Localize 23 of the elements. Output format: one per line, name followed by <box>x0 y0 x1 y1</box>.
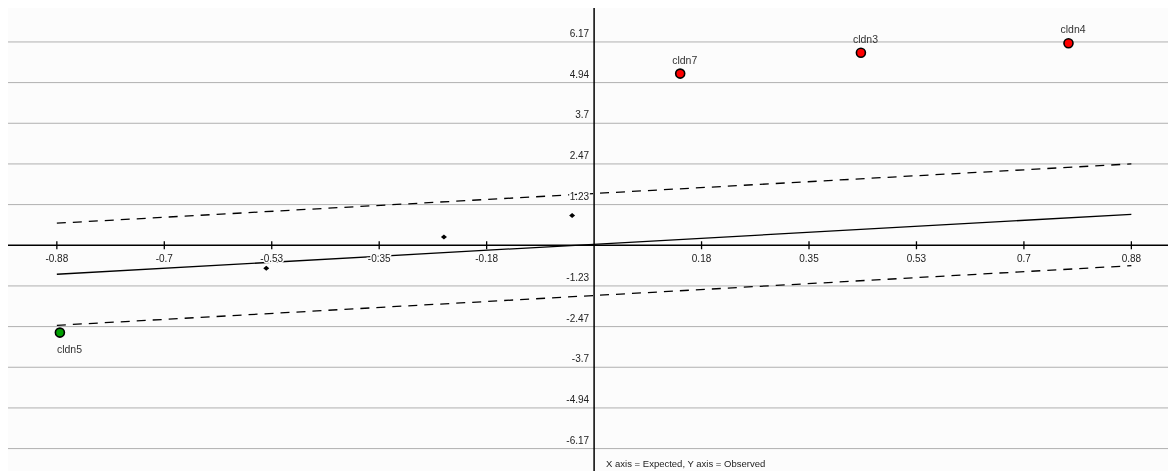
y-tick-label: 3.7 <box>575 109 590 121</box>
x-tick-label: 0.53 <box>906 253 927 265</box>
y-tick-label: -6.17 <box>566 434 590 446</box>
y-tick-label: -1.23 <box>566 271 590 283</box>
y-tick-label: 2.47 <box>569 149 590 161</box>
x-tick-label: 0.7 <box>1016 253 1032 265</box>
y-tick-label: -2.47 <box>566 312 590 324</box>
annotation: cldn5 <box>56 342 83 355</box>
annotation: cldn4 <box>1060 23 1086 36</box>
y-tick-label: 4.94 <box>569 68 590 80</box>
annotation: X axis = Expected, Y axis = Observed <box>606 458 766 469</box>
x-tick-label: 0.18 <box>691 253 712 265</box>
annotation: cldn7 <box>672 53 698 66</box>
y-tick-label: -3.7 <box>571 353 590 365</box>
x-tick-label: 0.88 <box>1121 253 1142 265</box>
y-tick-label: 6.17 <box>569 27 590 39</box>
x-tick-label: -0.7 <box>155 253 174 265</box>
x-tick-label: 0.35 <box>799 253 820 265</box>
y-tick-label: -4.94 <box>566 393 590 405</box>
x-tick-label: -0.53 <box>260 253 284 265</box>
x-tick-label: -0.18 <box>475 253 499 265</box>
annotation: cldn3 <box>852 32 879 45</box>
x-tick-label: -0.88 <box>45 253 69 265</box>
